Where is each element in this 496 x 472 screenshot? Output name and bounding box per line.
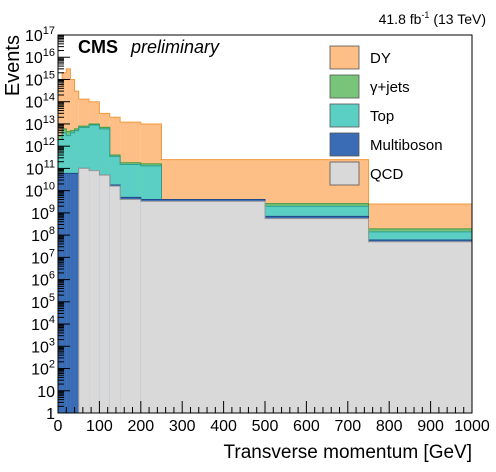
y-tick-label: 10 — [37, 384, 55, 401]
y-tick-label: 109 — [31, 203, 55, 223]
legend-entry: Multiboson — [329, 132, 443, 157]
legend: DY γ+jets Top Multiboson QCD — [329, 45, 443, 186]
legend-label: Multiboson — [370, 137, 443, 154]
x-tick-label: 600 — [293, 418, 320, 435]
x-tick-label: 100 — [86, 418, 113, 435]
bar — [66, 173, 71, 413]
legend-label: γ+jets — [370, 79, 410, 96]
x-tick-label: 500 — [252, 418, 279, 435]
luminosity-value: 41.8 fb — [379, 11, 422, 27]
y-tick-label: 1012 — [25, 136, 55, 156]
x-axis-label: Transverse momentum [GeV] — [224, 442, 472, 463]
legend-label: DY — [370, 50, 391, 67]
y-tick-label: 1011 — [26, 158, 55, 178]
legend-label: Top — [370, 108, 394, 125]
legend-entry: DY — [329, 45, 391, 70]
bar — [368, 241, 472, 413]
y-tick-label: 1010 — [25, 181, 55, 201]
axes: 0 100 200 300 400 500 600 700 800 900 1000 1 10 102 10… — [25, 25, 490, 435]
cms-label: CMS — [78, 37, 118, 57]
bar — [140, 201, 162, 413]
x-tick-label: 1000 — [454, 418, 490, 435]
legend-swatch — [329, 103, 360, 128]
legend-swatch — [329, 45, 360, 70]
y-tick-label: 1 — [46, 406, 55, 423]
series-outline — [58, 68, 472, 205]
y-tick-label: 104 — [31, 314, 55, 334]
series-qcd — [58, 167, 472, 414]
bar — [58, 173, 63, 413]
y-tick-label: 108 — [31, 225, 55, 245]
cms-preliminary-label: preliminary — [130, 37, 220, 57]
bar — [70, 173, 75, 413]
y-axis-label: Events — [2, 35, 24, 96]
bar — [89, 170, 100, 413]
y-tick-label: 102 — [31, 359, 55, 379]
legend-swatch — [329, 161, 360, 186]
legend-entry: QCD — [329, 161, 404, 186]
bar — [120, 199, 141, 413]
bar — [99, 175, 110, 413]
legend-label: QCD — [370, 166, 404, 183]
y-tick-label: 1017 — [25, 25, 55, 45]
legend-swatch — [329, 132, 360, 157]
x-tick-label: 0 — [54, 418, 63, 435]
y-tick-label: 105 — [31, 292, 55, 312]
x-tick-label: 400 — [210, 418, 237, 435]
x-tick-label: 800 — [376, 418, 403, 435]
bar — [78, 168, 90, 413]
histogram-bars — [58, 68, 472, 414]
x-tick-label: 700 — [334, 418, 361, 435]
x-tick-label: 300 — [169, 418, 196, 435]
luminosity-energy: (13 TeV) — [429, 11, 486, 27]
y-tick-label: 1016 — [25, 47, 55, 67]
y-tick-label: 1013 — [25, 114, 55, 134]
bar — [161, 201, 265, 413]
luminosity-label: 41.8 fb-1 (13 TeV) — [379, 10, 486, 27]
y-tick-label: 1014 — [25, 92, 55, 112]
legend-entry: Top — [329, 103, 394, 128]
y-tick-label: 106 — [31, 270, 55, 290]
bar — [265, 218, 369, 413]
y-tick-label: 103 — [31, 336, 55, 356]
legend-swatch — [329, 74, 360, 99]
legend-entry: γ+jets — [329, 74, 410, 99]
y-tick-label: 1015 — [25, 69, 55, 89]
x-tick-label: 200 — [127, 418, 154, 435]
bar — [74, 173, 79, 413]
bar — [62, 173, 67, 413]
luminosity-exponent: -1 — [421, 10, 429, 20]
bar — [109, 186, 121, 413]
y-tick-label: 107 — [31, 247, 55, 267]
x-tick-label: 900 — [417, 418, 444, 435]
